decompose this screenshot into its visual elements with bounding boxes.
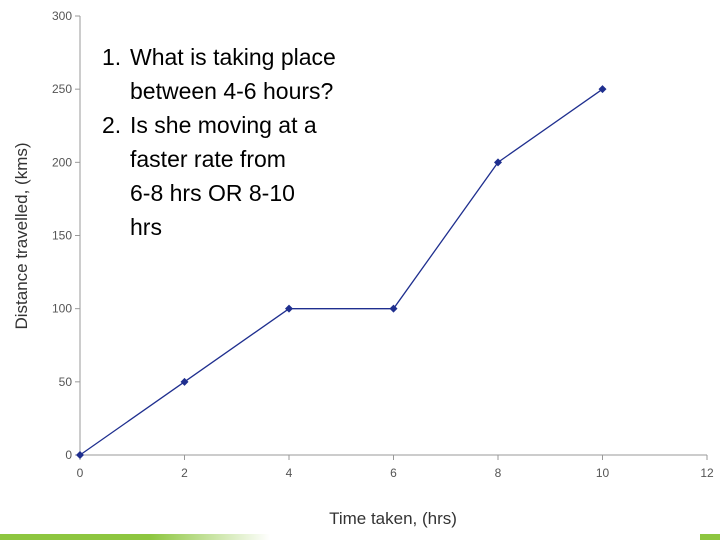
bottom-accent-bar bbox=[0, 534, 720, 540]
x-axis-title: Time taken, (hrs) bbox=[329, 509, 457, 528]
bottom-accent-left bbox=[0, 534, 150, 540]
data-point bbox=[180, 377, 189, 386]
question-2-number: 2. bbox=[102, 112, 122, 138]
chart-series bbox=[76, 85, 607, 459]
x-tick-label: 12 bbox=[700, 466, 714, 480]
data-point bbox=[389, 304, 398, 313]
data-point bbox=[76, 451, 84, 459]
y-tick-label: 100 bbox=[52, 302, 72, 316]
chart-ticks: 0 50 100 150 200 250 300 0 2 4 6 8 10 12 bbox=[52, 9, 714, 480]
series-line bbox=[79, 88, 603, 456]
x-tick-label: 2 bbox=[181, 466, 188, 480]
question-1-number: 1. bbox=[102, 44, 122, 70]
y-tick-label: 300 bbox=[52, 9, 72, 23]
question-1-line-1: What is taking place bbox=[130, 44, 336, 70]
data-point bbox=[494, 158, 502, 167]
data-point bbox=[285, 304, 293, 313]
x-tick-label: 8 bbox=[495, 466, 502, 480]
x-tick-label: 0 bbox=[77, 466, 84, 480]
y-tick-label: 200 bbox=[52, 155, 72, 169]
question-2-line-4: hrs bbox=[130, 214, 162, 240]
question-2-line-1: Is she moving at a bbox=[130, 112, 317, 138]
question-1-line-2: between 4-6 hours? bbox=[130, 78, 334, 104]
question-2-line-2: faster rate from bbox=[130, 146, 286, 172]
y-tick-label: 250 bbox=[52, 82, 72, 96]
x-tick-label: 6 bbox=[390, 466, 397, 480]
y-tick-label: 0 bbox=[65, 448, 72, 462]
bottom-accent-fade bbox=[150, 534, 270, 540]
data-point bbox=[598, 85, 607, 94]
question-list: 1. What is taking place between 4-6 hour… bbox=[102, 40, 392, 244]
question-2-line-3: 6-8 hrs OR 8-10 bbox=[130, 180, 295, 206]
question-1: 1. What is taking place between 4-6 hour… bbox=[102, 40, 392, 108]
question-2: 2. Is she moving at a faster rate from 6… bbox=[102, 108, 392, 244]
x-tick-label: 10 bbox=[596, 466, 610, 480]
y-tick-label: 50 bbox=[59, 375, 73, 389]
bottom-accent-right bbox=[700, 534, 720, 540]
y-tick-label: 150 bbox=[52, 229, 72, 243]
y-axis-title: Distance travelled, (kms) bbox=[12, 142, 31, 329]
x-tick-label: 4 bbox=[286, 466, 293, 480]
